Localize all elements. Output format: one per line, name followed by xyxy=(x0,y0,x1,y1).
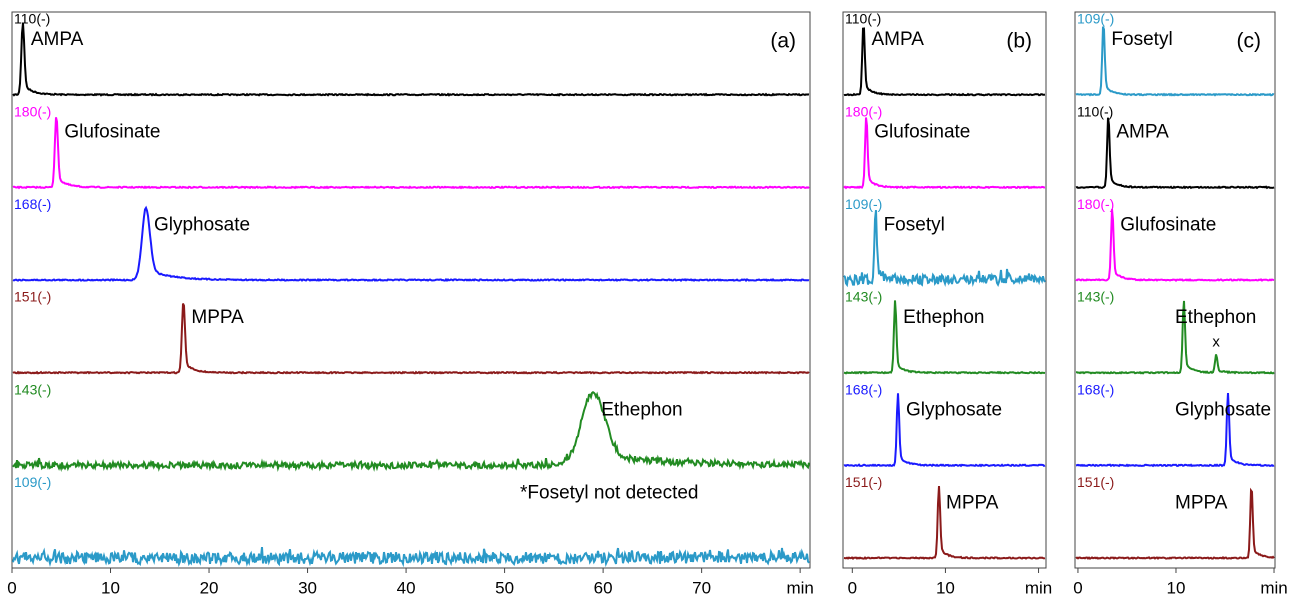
x-tick-label: 50 xyxy=(495,578,514,597)
compound-name: Glyphosate xyxy=(154,214,250,235)
panel-frame xyxy=(11,11,811,569)
x-tick-label: 0 xyxy=(1073,578,1082,597)
compound-name: MPPA xyxy=(191,307,244,328)
trace-label: 109(-) xyxy=(845,196,882,212)
x-tick-label: min xyxy=(786,578,813,597)
compound-name: AMPA xyxy=(31,29,84,50)
trace-label: 168(-) xyxy=(1077,381,1114,397)
panel-frame xyxy=(842,11,1047,569)
x-tick-label: 10 xyxy=(936,578,955,597)
trace xyxy=(843,117,1046,190)
trace xyxy=(843,486,1046,561)
compound-name: AMPA xyxy=(871,29,924,50)
annotation: *Fosetyl not detected xyxy=(520,482,699,503)
compound-name: Ethephon xyxy=(1175,307,1256,328)
trace-label: 143(-) xyxy=(14,381,51,397)
panel-label: (b) xyxy=(1006,30,1032,53)
trace xyxy=(1076,300,1275,375)
trace-label: 151(-) xyxy=(1077,474,1114,490)
compound-name: Glufosinate xyxy=(874,122,970,143)
compound-name: Ethephon xyxy=(601,400,682,421)
trace xyxy=(1075,487,1275,560)
trace xyxy=(843,27,1046,97)
trace-label: 109(-) xyxy=(14,474,51,490)
trace-label: 151(-) xyxy=(14,289,51,305)
trace-label: 143(-) xyxy=(1077,289,1114,305)
x-tick-label: 10 xyxy=(1167,578,1186,597)
peak-marker: x xyxy=(1212,334,1220,351)
x-tick-label: 70 xyxy=(692,578,711,597)
trace xyxy=(1075,117,1275,190)
panel-frame xyxy=(1074,11,1276,569)
trace-label: 110(-) xyxy=(845,11,881,27)
panel-label: (c) xyxy=(1237,30,1262,53)
trace xyxy=(1075,26,1275,97)
x-tick-label: 30 xyxy=(298,578,317,597)
trace-label: 168(-) xyxy=(14,196,51,212)
trace xyxy=(843,300,1046,375)
compound-name: Glufosinate xyxy=(64,122,160,143)
x-tick-label: 0 xyxy=(848,578,857,597)
compound-name: MPPA xyxy=(946,492,999,513)
compound-name: Ethephon xyxy=(903,307,984,328)
trace xyxy=(1075,392,1275,468)
trace xyxy=(843,209,1046,288)
trace xyxy=(12,205,810,283)
x-tick-label: 40 xyxy=(397,578,416,597)
panel-label: (a) xyxy=(770,30,796,53)
trace xyxy=(12,117,810,190)
compound-name: Fosetyl xyxy=(1111,29,1172,50)
trace-label: 109(-) xyxy=(1077,11,1114,27)
x-tick-label: 0 xyxy=(7,578,16,597)
compound-name: Glufosinate xyxy=(1120,214,1216,235)
trace-label: 110(-) xyxy=(14,11,50,27)
x-tick-label: min xyxy=(1025,578,1052,597)
trace-label: 151(-) xyxy=(845,474,882,490)
compound-name: AMPA xyxy=(1116,122,1169,143)
x-tick-label: 10 xyxy=(101,578,120,597)
trace-label: 143(-) xyxy=(845,289,882,305)
trace xyxy=(12,546,810,568)
trace-label: 180(-) xyxy=(845,103,882,119)
trace xyxy=(12,303,810,375)
compound-name: Fosetyl xyxy=(884,214,945,235)
x-tick-label: 20 xyxy=(200,578,219,597)
compound-name: Glyphosate xyxy=(1175,400,1271,421)
trace xyxy=(1075,209,1275,282)
trace xyxy=(843,393,1046,468)
x-tick-label: 60 xyxy=(594,578,613,597)
trace-label: 168(-) xyxy=(845,381,882,397)
trace-label: 110(-) xyxy=(1077,103,1113,119)
trace xyxy=(12,23,810,97)
trace-label: 180(-) xyxy=(14,103,51,119)
compound-name: MPPA xyxy=(1175,492,1228,513)
trace xyxy=(12,390,810,473)
x-tick-label: min xyxy=(1260,578,1287,597)
compound-name: Glyphosate xyxy=(906,400,1002,421)
trace-label: 180(-) xyxy=(1077,196,1114,212)
